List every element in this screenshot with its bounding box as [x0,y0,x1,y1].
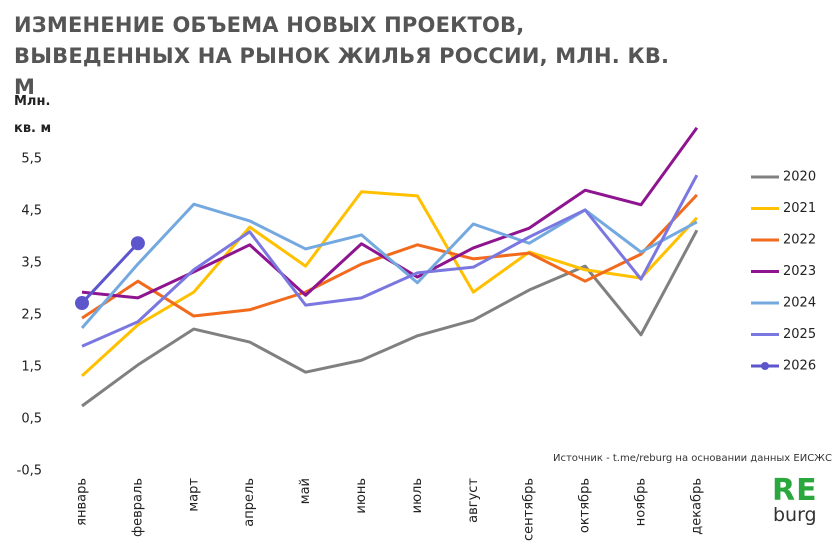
legend-label: 2025 [783,327,816,342]
chart-title: ИЗМЕНЕНИЕ ОБЪЕМА НОВЫХ ПРОЕКТОВ, ВЫВЕДЕН… [14,13,670,99]
legend-label: 2023 [783,264,816,279]
x-tick-label: август [466,478,481,523]
series-line [80,202,698,329]
series-line [80,190,699,377]
x-tick-label: май [298,478,313,504]
x-tick-label: декабрь [689,478,704,535]
legend-label: 2021 [783,201,816,216]
x-tick-label: сентябрь [522,478,537,541]
y-tick-label: 4,5 [21,204,42,219]
y-tick-label: 1,5 [21,360,42,375]
series-marker [130,236,145,251]
series-marker [75,296,89,311]
series-line [80,242,139,305]
x-tick-label: октябрь [578,478,593,533]
x-tick-label: март [186,478,201,512]
y-tick-label: -0,5 [17,464,42,479]
x-tick-label: февраль [130,478,145,537]
y-tick-label: 3,5 [21,256,42,271]
y-tick-label: 0,5 [21,412,42,427]
x-tick-label: июль [410,478,425,513]
y-tick-label: 2,5 [21,308,42,323]
source-note: Источник - t.me/reburg на основании данн… [553,453,832,464]
legend-label: 2024 [783,296,816,311]
logo-top: RE [772,473,818,508]
legend-marker [761,362,769,370]
series-line [81,193,698,320]
series-line [81,229,699,408]
x-tick-label: январь [75,478,90,526]
x-tick-label: ноябрь [634,478,649,526]
logo-bottom: burg [772,504,817,526]
y-axis-label: Млн. кв. м [14,94,52,136]
x-tick-label: июнь [354,478,369,514]
legend-label: 2022 [783,233,816,248]
logo: RE burg [772,476,818,525]
x-tick-label: апрель [242,478,257,527]
legend-label: 2020 [783,170,816,185]
y-tick-label: 5,5 [21,152,42,167]
series-line [81,174,699,348]
legend-label: 2026 [783,359,816,374]
